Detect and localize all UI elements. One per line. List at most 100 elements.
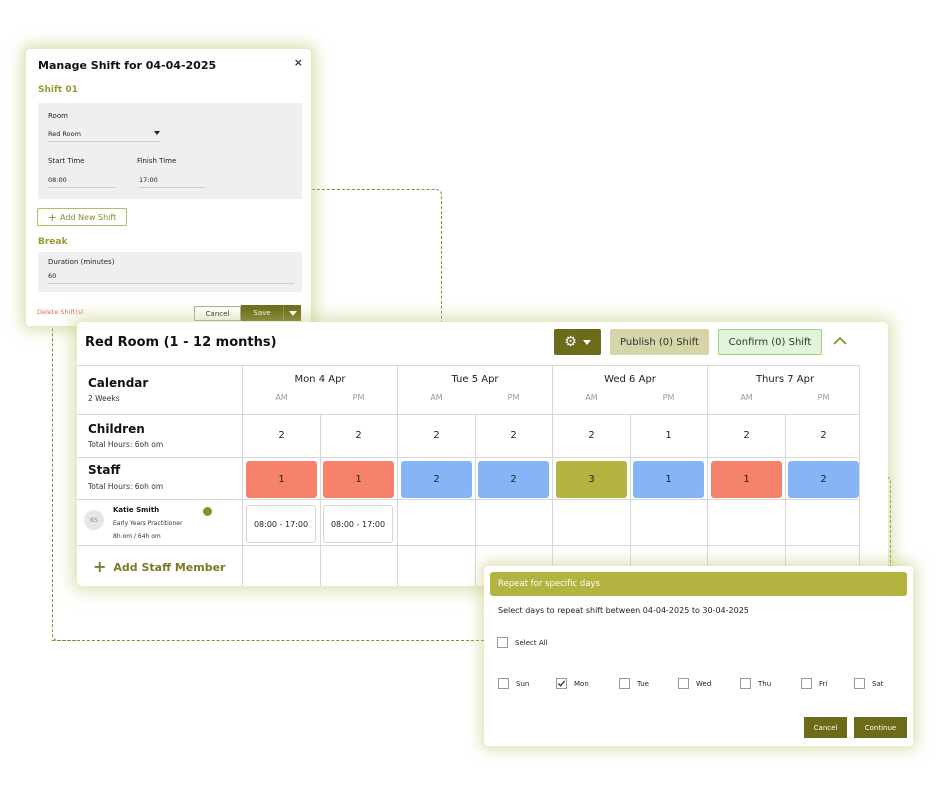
day-checkbox-fri[interactable]: Fri — [801, 678, 827, 689]
plus-icon: + — [93, 557, 107, 576]
staff-count-cell[interactable]: 3 — [556, 461, 627, 498]
save-dropdown-toggle[interactable] — [283, 305, 301, 321]
grid-line — [859, 365, 860, 586]
finish-time-input[interactable]: 17:00 — [139, 176, 205, 188]
chevron-down-icon — [288, 310, 297, 316]
children-count: 2 — [743, 430, 750, 441]
close-icon[interactable]: × — [293, 56, 303, 69]
checkbox-box — [556, 678, 567, 689]
checkbox-box — [801, 678, 812, 689]
am-label: AM — [585, 393, 598, 402]
day-header: Wed 6 Apr — [604, 374, 656, 385]
day-label: Fri — [819, 679, 828, 688]
staff-count-cell[interactable]: 1 — [711, 461, 782, 498]
day-checkbox-mon[interactable]: Mon — [556, 678, 589, 689]
cancel-button[interactable]: Cancel — [194, 306, 241, 321]
checkbox-box — [497, 637, 508, 648]
avatar: KS — [84, 510, 104, 530]
day-checkbox-tue[interactable]: Tue — [619, 678, 649, 689]
settings-button[interactable]: ⚙ — [554, 329, 601, 355]
staff-count-cell[interactable]: 2 — [401, 461, 472, 498]
checkbox-box — [498, 678, 509, 689]
checkbox-box — [619, 678, 630, 689]
room-label: Room — [48, 112, 68, 120]
children-count: 2 — [510, 430, 517, 441]
publish-shift-button[interactable]: Publish (0) Shift — [610, 329, 709, 355]
checkbox-box — [740, 678, 751, 689]
member-hours: 8h om / 64h om — [113, 533, 161, 540]
plus-icon: + — [47, 210, 57, 224]
children-count: 2 — [278, 430, 285, 441]
confirm-shift-button[interactable]: Confirm (0) Shift — [718, 329, 822, 355]
status-dot — [203, 507, 212, 516]
day-checkbox-wed[interactable]: Wed — [678, 678, 711, 689]
grid-line — [77, 545, 859, 546]
day-checkbox-thu[interactable]: Thu — [740, 678, 771, 689]
am-label: AM — [275, 393, 288, 402]
gear-icon: ⚙ — [564, 334, 577, 350]
day-header: Thurs 7 Apr — [755, 374, 815, 385]
room-select[interactable]: Red Room — [48, 130, 160, 142]
save-label: Save — [253, 309, 271, 317]
grid-line — [785, 414, 786, 586]
pm-label: PM — [662, 393, 675, 402]
day-label: Sun — [516, 679, 530, 688]
add-new-shift-button[interactable]: + Add New Shift — [37, 208, 127, 226]
add-staff-member-label: Add Staff Member — [113, 560, 226, 574]
day-label: Sat — [872, 679, 884, 688]
shift-time-cell[interactable]: 08:00 - 17:00 — [246, 505, 316, 543]
day-header: Mon 4 Apr — [294, 374, 346, 385]
shift-heading: Shift 01 — [38, 85, 78, 95]
check-icon — [557, 680, 566, 687]
staff-count-cell[interactable]: 2 — [478, 461, 549, 498]
duration-input[interactable]: 60 — [48, 272, 294, 284]
pm-label: PM — [817, 393, 830, 402]
children-count: 2 — [820, 430, 827, 441]
repeat-cancel-button[interactable]: Cancel — [804, 717, 847, 738]
member-role: Early Years Practitioner — [113, 520, 183, 527]
grid-line — [397, 365, 398, 586]
calendar-period: 2 Weeks — [88, 394, 120, 403]
select-all-label: Select All — [515, 638, 548, 647]
staff-count-cell[interactable]: 1 — [633, 461, 704, 498]
day-checkbox-sat[interactable]: Sat — [854, 678, 883, 689]
grid-line — [77, 499, 859, 500]
am-label: AM — [430, 393, 443, 402]
delete-shifts-link[interactable]: Delete Shift(s) — [37, 308, 84, 316]
start-time-input[interactable]: 08:00 — [48, 176, 116, 188]
grid-line — [320, 414, 321, 586]
save-button[interactable]: Save — [241, 305, 301, 321]
modal-title: Manage Shift for 04-04-2025 — [38, 59, 217, 72]
repeat-continue-button[interactable]: Continue — [854, 717, 907, 738]
break-heading: Break — [38, 237, 68, 247]
add-staff-member-button[interactable]: + Add Staff Member — [93, 559, 225, 575]
children-count: 2 — [588, 430, 595, 441]
connector-line — [52, 326, 77, 641]
am-label: AM — [740, 393, 753, 402]
day-header: Tue 5 Apr — [451, 374, 499, 385]
member-name: Katie Smith — [113, 506, 160, 514]
children-total-hours: Total Hours: 6oh om — [88, 440, 164, 449]
chevron-down-icon — [582, 339, 591, 345]
manage-shift-modal: Manage Shift for 04-04-2025 × Shift 01 R… — [25, 48, 312, 327]
duration-label: Duration (minutes) — [48, 258, 115, 266]
shift-fields: Room Red Room Start Time 08:00 Finish Ti… — [38, 103, 302, 199]
select-all-checkbox[interactable]: Select All — [497, 637, 548, 648]
staff-count-cell[interactable]: 1 — [246, 461, 317, 498]
staff-total-hours: Total Hours: 6oh om — [88, 482, 164, 491]
room-calendar-card: Red Room (1 - 12 months) ⚙ Publish (0) S… — [77, 322, 888, 586]
day-label: Mon — [574, 679, 589, 688]
children-count: 2 — [433, 430, 440, 441]
staff-count-cell[interactable]: 1 — [323, 461, 394, 498]
staff-count-cell[interactable]: 2 — [788, 461, 859, 498]
chevron-down-icon[interactable] — [154, 131, 160, 135]
grid-line — [475, 414, 476, 586]
chevron-up-icon[interactable] — [833, 334, 847, 348]
staff-row-label: Staff — [88, 463, 121, 477]
children-count: 2 — [355, 430, 362, 441]
room-title: Red Room (1 - 12 months) — [85, 335, 277, 350]
repeat-days-modal: Repeat for specific days Select days to … — [484, 566, 913, 746]
connector-line — [52, 640, 484, 641]
shift-time-cell[interactable]: 08:00 - 17:00 — [323, 505, 393, 543]
day-checkbox-sun[interactable]: Sun — [498, 678, 529, 689]
